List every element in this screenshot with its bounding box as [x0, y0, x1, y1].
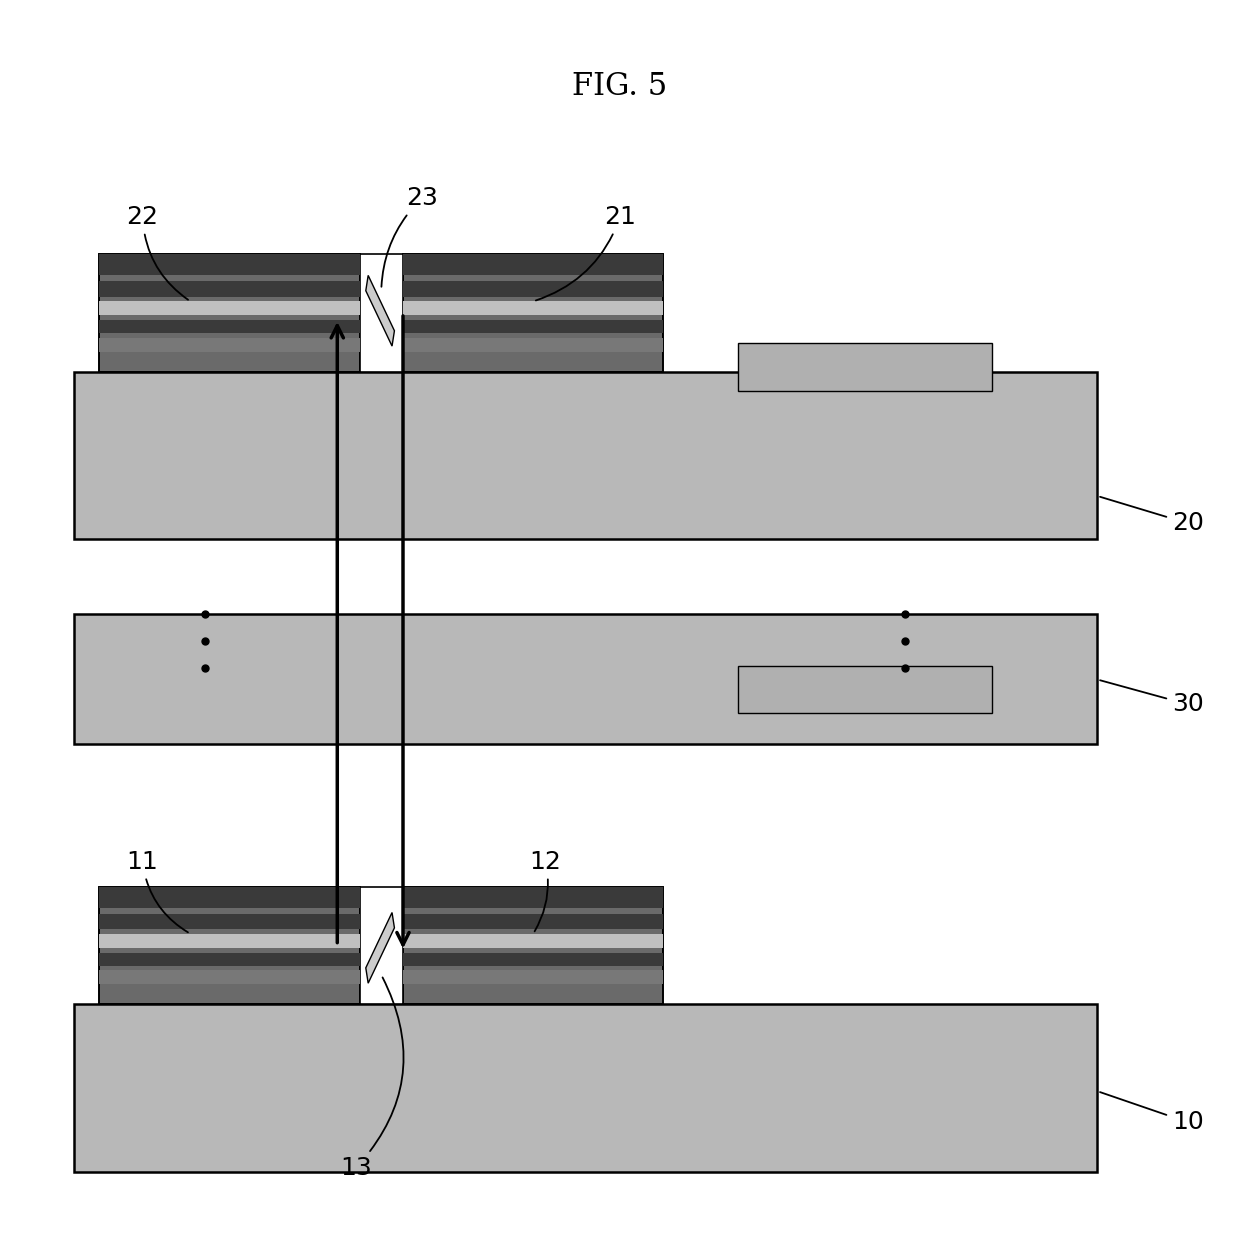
Bar	[99, 301, 360, 315]
Text: 20: 20	[1100, 497, 1204, 536]
Text: 22: 22	[126, 205, 188, 300]
Bar	[99, 914, 360, 929]
Bar	[360, 254, 403, 372]
Bar	[99, 887, 360, 908]
Polygon shape	[366, 275, 394, 346]
Text: 13: 13	[340, 977, 403, 1180]
Bar	[403, 887, 663, 1004]
Bar	[403, 320, 663, 334]
Bar	[99, 337, 360, 352]
Text: 30: 30	[1100, 681, 1204, 717]
Bar	[738, 343, 992, 391]
Bar	[99, 952, 360, 966]
Bar	[99, 281, 360, 296]
Text: FIG. 5: FIG. 5	[573, 71, 667, 103]
Bar	[403, 337, 663, 352]
Text: 11: 11	[126, 849, 188, 932]
Bar	[74, 372, 1097, 539]
Bar	[99, 934, 360, 947]
Bar	[403, 914, 663, 929]
Bar	[738, 666, 992, 713]
Bar	[403, 254, 663, 275]
Bar	[360, 887, 403, 1004]
Text: 12: 12	[529, 849, 562, 931]
Bar	[403, 887, 663, 908]
Bar	[74, 614, 1097, 744]
Bar	[403, 970, 663, 985]
Bar	[99, 320, 360, 334]
Text: 10: 10	[1100, 1092, 1204, 1135]
Bar	[99, 887, 360, 1004]
Text: 23: 23	[382, 186, 438, 286]
Bar	[99, 254, 360, 372]
Bar	[74, 1004, 1097, 1172]
Bar	[403, 254, 663, 372]
Bar	[403, 301, 663, 315]
Bar	[403, 281, 663, 296]
Polygon shape	[366, 913, 394, 983]
Text: 21: 21	[536, 205, 636, 300]
Bar	[99, 970, 360, 985]
Bar	[99, 254, 360, 275]
Bar	[403, 952, 663, 966]
Bar	[403, 934, 663, 947]
